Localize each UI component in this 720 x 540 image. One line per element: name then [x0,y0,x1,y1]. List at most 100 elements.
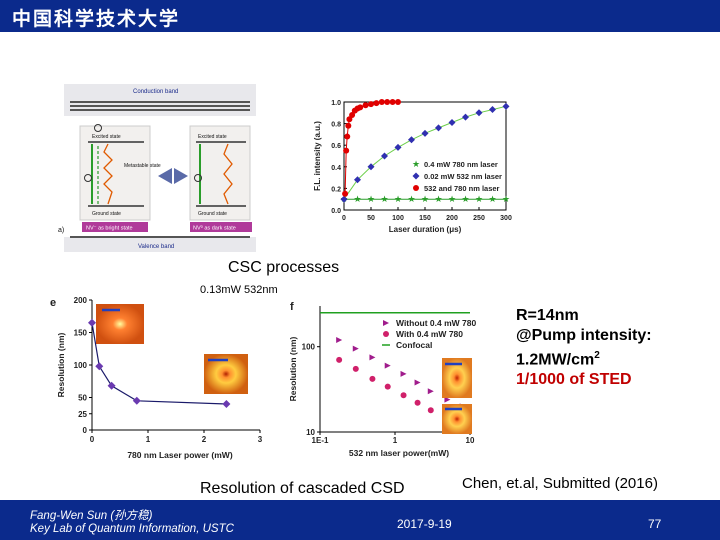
data-point [344,133,351,140]
x-axis-label: 532 nm laser power(mW) [349,448,449,458]
data-point [389,99,396,105]
data-point [427,407,434,414]
data-point [395,99,401,105]
data-point [367,163,375,171]
data-point [421,129,429,137]
x-tick-label: 50 [367,215,375,222]
data-point [349,111,356,118]
side-note-line4: 1/1000 of STED [516,371,632,389]
citation: Chen, et.al, Submitted (2016) [462,475,658,492]
y-tick-label: 0.4 [331,165,341,172]
x-tick-label: 3 [258,435,263,444]
data-point [384,362,391,369]
valence-band [64,237,256,252]
data-point [357,104,364,111]
data-point [132,396,141,405]
data-point [394,143,402,151]
data-point [336,336,343,343]
ground-state-label-left: Ground state [92,211,121,217]
data-point [336,356,343,363]
x-axis-label: Laser duration (μs) [389,225,462,234]
data-point [346,116,353,123]
csc-processes-caption: CSC processes [228,259,340,276]
data-point [408,136,415,144]
data-point [368,101,374,108]
legend-marker [383,320,389,326]
x-tick-label: 0 [342,215,346,222]
valence-band-label: Valence band [138,244,174,250]
y-tick-label: 25 [78,410,87,419]
data-point [95,362,104,371]
footer-author: Fang-Wen Sun (孙方稳) [30,510,153,522]
legend-marker [383,331,389,337]
footer-bar [0,500,720,540]
data-point [373,100,380,107]
power-label: 0.13mW 532nm [200,284,278,296]
data-point [462,113,469,121]
panel-e-label: e [50,297,56,309]
legend-label: Confocal [396,340,432,350]
data-point [107,381,116,390]
panel-a-label: a) [58,227,64,234]
legend-label: 0.4 mW 780 nm laser [424,160,498,169]
footer-date: 2017-9-19 [397,517,452,531]
legend-marker [413,185,419,191]
side-note-line2: @Pump intensity: [516,327,652,344]
data-point [384,383,391,390]
x-tick-label: 150 [419,215,431,222]
side-note-line1: R=14nm [516,307,579,324]
legend-marker: ★ [412,159,420,169]
data-point [448,119,456,127]
data-point [384,99,391,105]
x-axis-label: 780 nm Laser power (mW) [127,450,233,460]
x-tick-label: 10 [466,436,475,445]
y-tick-label: 100 [74,361,88,370]
x-tick-label: 250 [473,215,485,222]
excited-state-label-right: Excited state [198,134,227,140]
data-point [475,109,483,117]
data-point [489,106,496,114]
y-axis-label: Resolution (nm) [56,332,66,397]
legend-label: 532 and 780 nm laser [424,184,500,193]
y-tick-label: 0.2 [331,186,341,193]
data-point: ★ [488,194,496,204]
university-title: 中国科学技术大学 [12,8,181,30]
data-point: ★ [380,194,388,204]
data-point [400,392,407,399]
legend-marker [412,172,420,180]
conduction-band-label: Conduction band [133,89,178,95]
y-tick-label: 0 [83,426,88,435]
y-tick-label: 50 [78,394,87,403]
resolution-caption: Resolution of cascaded CSD [200,480,405,497]
fl-intensity-chart: 0.0 0.2 0.4 0.6 0.8 1.0 0 50 100 150 200 250 300 Lase… [313,99,512,234]
data-point [343,147,350,154]
data-point: ★ [407,194,415,204]
x-tick-label: 1 [393,436,398,445]
data-point [414,379,421,386]
data-point [354,176,361,184]
ground-state-label-right: Ground state [198,211,227,217]
data-point [222,400,231,408]
y-tick-label: 100 [302,343,316,352]
data-point [435,124,442,132]
data-point [427,388,434,395]
data-point [345,122,352,129]
nv-zero-badge [190,222,252,232]
x-tick-label: 200 [446,215,458,222]
data-point [369,354,376,361]
x-tick-label: 2 [202,435,207,444]
y-tick-label: 200 [74,296,88,305]
data-point: ★ [421,194,429,204]
nv-minus-badge [82,222,148,232]
data-point [414,399,421,406]
y-axis-label: F.L. intensity (a.u.) [313,121,322,191]
header-bar [0,0,720,32]
data-point [352,365,359,372]
data-point: ★ [394,194,402,204]
data-point [444,396,451,403]
legend-label: With 0.4 mW 780 [396,329,463,339]
data-point [400,370,407,377]
y-tick-label: 0.0 [331,208,341,215]
data-point: ★ [367,194,375,204]
y-tick-label: 1.0 [331,100,341,107]
